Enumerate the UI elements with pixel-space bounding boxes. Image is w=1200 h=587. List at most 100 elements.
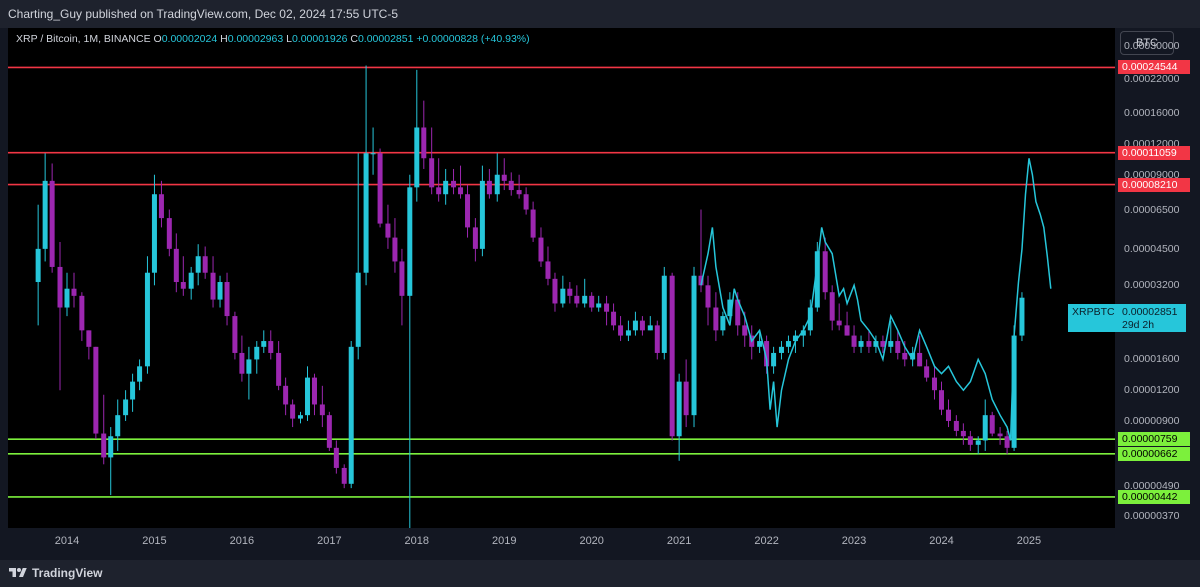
- currency-button[interactable]: BTC: [1120, 31, 1174, 55]
- candle-body: [333, 447, 339, 468]
- candle-body: [669, 275, 675, 437]
- candle-body: [953, 420, 959, 431]
- candle-body: [1011, 335, 1017, 448]
- candle-body: [618, 325, 624, 336]
- y-tick-label: 0.00000900: [1124, 414, 1180, 427]
- candle-body: [829, 292, 835, 321]
- candle: [458, 165, 464, 199]
- candle: [749, 325, 755, 360]
- candle: [785, 335, 791, 353]
- price-tag-symbol: XRPBTC: [1072, 306, 1115, 318]
- candle: [516, 174, 522, 199]
- candle-body: [632, 320, 638, 331]
- candle-body: [501, 174, 507, 181]
- candle-body: [79, 295, 85, 331]
- candle: [851, 325, 857, 353]
- candle-body: [639, 320, 645, 331]
- candle: [232, 311, 238, 360]
- candle-body: [202, 256, 208, 273]
- candle: [967, 430, 973, 451]
- candle: [79, 292, 85, 342]
- candle: [421, 100, 427, 169]
- candle-body: [421, 127, 427, 159]
- candle: [115, 399, 121, 451]
- candle-body: [86, 330, 92, 347]
- level-price-tag: 0.00000662: [1118, 446, 1190, 461]
- candle: [137, 359, 143, 391]
- candle-body: [866, 341, 872, 347]
- candle: [953, 415, 959, 437]
- candle-body: [523, 194, 529, 210]
- tradingview-logo-icon[interactable]: [8, 566, 28, 580]
- candle-body: [589, 295, 595, 308]
- candle: [180, 256, 186, 296]
- candle: [771, 346, 777, 374]
- candle: [589, 292, 595, 312]
- candle-body: [764, 341, 770, 367]
- candle: [574, 285, 580, 308]
- candle-body: [888, 341, 894, 347]
- candle: [239, 335, 245, 382]
- level-price-tag: 0.00011059: [1118, 145, 1190, 160]
- candle: [108, 427, 114, 496]
- high-value: 0.00002963: [227, 33, 284, 45]
- candle: [130, 373, 136, 412]
- candle: [1004, 430, 1010, 455]
- candle: [997, 427, 1003, 445]
- candle: [392, 218, 398, 273]
- candle-body: [604, 303, 610, 312]
- candle-body: [311, 377, 317, 405]
- candle-body: [108, 436, 114, 458]
- candle-body: [246, 359, 252, 374]
- candle-body: [188, 272, 194, 289]
- candle: [1019, 292, 1025, 342]
- candle-body: [319, 404, 325, 416]
- tradingview-brand[interactable]: TradingView: [32, 566, 103, 580]
- candle: [479, 165, 485, 257]
- candle: [822, 237, 828, 300]
- x-tick-label: 2015: [142, 535, 167, 547]
- candle-body: [123, 399, 129, 416]
- candle-body: [479, 180, 485, 249]
- candle: [407, 174, 413, 528]
- candle: [64, 272, 70, 317]
- y-tick-label: 0.00006500: [1124, 203, 1180, 216]
- candle: [560, 275, 566, 308]
- y-tick-label: 0.00000490: [1124, 479, 1180, 492]
- candle-body: [443, 180, 449, 195]
- candle-body: [486, 180, 492, 195]
- candle-body: [144, 272, 150, 367]
- candle-body: [508, 180, 514, 191]
- candle: [508, 172, 514, 196]
- candle-body: [57, 266, 63, 308]
- candle: [844, 311, 850, 336]
- candle: [188, 266, 194, 300]
- candle-body: [647, 325, 653, 331]
- candle-body: [217, 282, 223, 300]
- candle-body: [538, 237, 544, 262]
- candle-body: [530, 209, 536, 238]
- x-tick-label: 2023: [841, 535, 867, 547]
- x-tick-label: 2016: [229, 535, 255, 547]
- candle: [705, 275, 711, 326]
- y-tick-label: 0.00000370: [1124, 510, 1180, 522]
- price-tag-price: 0.00002851: [1122, 306, 1178, 318]
- x-tick-label: 2021: [666, 535, 692, 547]
- candle: [880, 335, 886, 353]
- candle: [326, 411, 332, 451]
- candle: [311, 373, 317, 416]
- candle: [217, 275, 223, 308]
- candle-body: [596, 303, 602, 308]
- candle: [144, 256, 150, 374]
- candle: [836, 303, 842, 331]
- candle-body: [276, 352, 282, 386]
- candle-body: [392, 237, 398, 262]
- candle-body: [574, 295, 580, 304]
- candle: [210, 256, 216, 308]
- price-chart[interactable]: [8, 28, 1115, 528]
- candle-body: [1004, 436, 1010, 448]
- candle: [158, 180, 164, 228]
- candle-body: [341, 467, 347, 484]
- x-tick-label: 2014: [54, 535, 80, 547]
- candle: [676, 373, 682, 461]
